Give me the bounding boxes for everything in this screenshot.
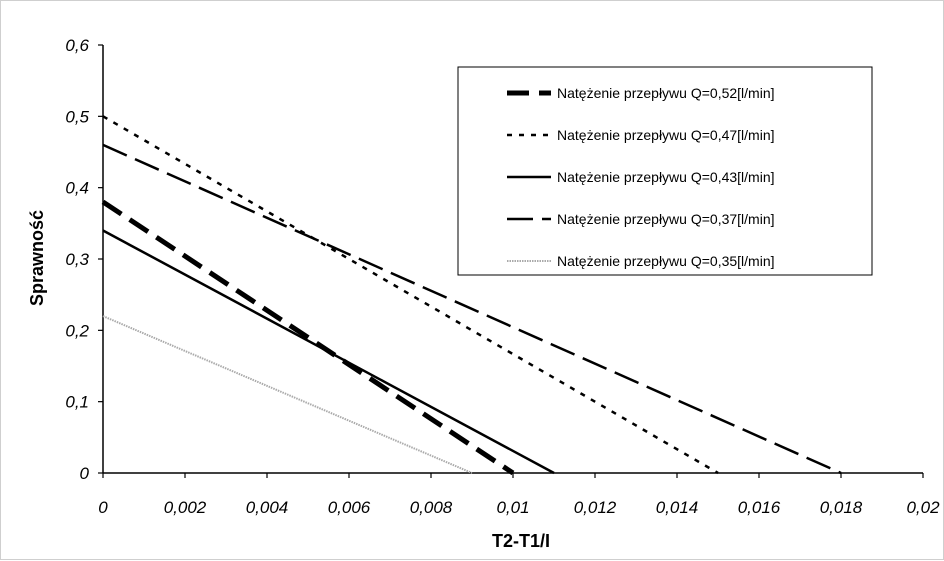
series-line-1 [101, 199, 515, 476]
x-tick-label: 0,004 [246, 498, 289, 517]
series-line-4 [102, 143, 842, 475]
x-tick-label: 0,018 [820, 498, 863, 517]
series-line-3 [102, 229, 555, 475]
x-tick-label: 0,016 [738, 498, 781, 517]
y-tick-label: 0,3 [65, 250, 89, 269]
x-axis-label: T2-T1/I [492, 531, 550, 551]
legend: Natężenie przepływu Q=0,52[l/min] Natężen… [457, 66, 873, 276]
y-tick-label: 0,6 [65, 36, 89, 55]
series-line-2 [102, 115, 719, 475]
legend-label-4: Natężenie przepływu Q=0,37[l/min] [557, 211, 775, 227]
legend-box [457, 66, 873, 276]
y-tick-label: 0,1 [65, 393, 89, 412]
x-tick-label: 0,02 [906, 498, 940, 517]
y-tick-label: 0,4 [65, 179, 89, 198]
axes: 0 0,1 0,2 0,3 0,4 0,5 0,6 0 0,002 0,004 0,006 0,008… [65, 36, 940, 517]
series-line-5 [102, 315, 473, 474]
x-tick-label: 0,01 [496, 498, 529, 517]
legend-label-1: Natężenie przepływu Q=0,52[l/min] [557, 85, 775, 101]
y-tick-label: 0,2 [65, 321, 89, 340]
legend-label-5: Natężenie przepływu Q=0,35[l/min] [557, 253, 775, 269]
x-tick-label: 0,002 [164, 498, 207, 517]
y-tick-label: 0 [80, 464, 90, 483]
x-tick-label: 0,008 [410, 498, 453, 517]
x-tick-label: 0 [98, 498, 108, 517]
legend-label-2: Natężenie przepływu Q=0,47[l/min] [557, 127, 775, 143]
x-tick-label: 0,014 [656, 498, 699, 517]
x-tick-label: 0,012 [574, 498, 617, 517]
y-tick-label: 0,5 [65, 107, 89, 126]
x-tick-label: 0,006 [328, 498, 371, 517]
legend-label-3: Natężenie przepływu Q=0,43[l/min] [557, 169, 775, 185]
series-layer [101, 115, 842, 476]
y-axis-label: Sprawność [27, 210, 47, 306]
